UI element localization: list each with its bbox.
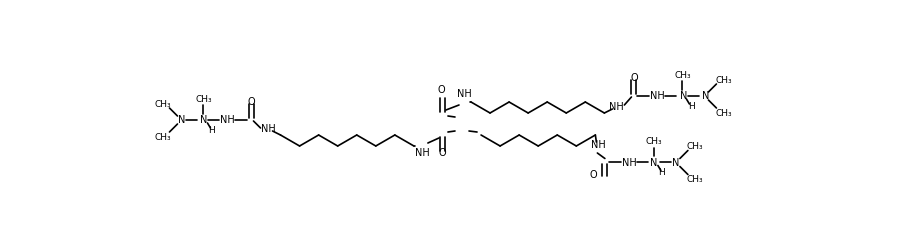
Text: NH: NH [414, 148, 429, 158]
Text: H: H [208, 125, 215, 134]
Text: CH₃: CH₃ [646, 137, 662, 146]
Text: O: O [630, 73, 639, 83]
Text: N: N [650, 158, 658, 168]
Text: O: O [438, 148, 445, 158]
Text: NH: NH [609, 102, 624, 112]
Text: N: N [200, 115, 207, 125]
Text: N: N [679, 91, 688, 101]
Text: N: N [702, 91, 709, 101]
Text: CH₃: CH₃ [715, 109, 732, 118]
Text: NH: NH [650, 91, 665, 101]
Text: O: O [437, 85, 444, 95]
Text: NH: NH [261, 124, 276, 134]
Text: NH: NH [456, 89, 472, 99]
Text: N: N [178, 115, 185, 125]
Text: O: O [589, 170, 597, 180]
Text: NH: NH [591, 140, 606, 150]
Text: O: O [248, 97, 255, 107]
Text: CH₃: CH₃ [715, 75, 732, 84]
Text: CH₃: CH₃ [674, 70, 691, 79]
Text: H: H [658, 168, 665, 177]
Text: NH: NH [220, 115, 235, 125]
Text: CH₃: CH₃ [154, 132, 171, 141]
Text: CH₃: CH₃ [195, 95, 212, 104]
Text: N: N [672, 158, 679, 168]
Text: CH₃: CH₃ [687, 175, 703, 184]
Text: NH: NH [621, 158, 637, 168]
Text: CH₃: CH₃ [154, 100, 171, 109]
Text: CH₃: CH₃ [687, 142, 703, 151]
Text: H: H [688, 102, 695, 111]
